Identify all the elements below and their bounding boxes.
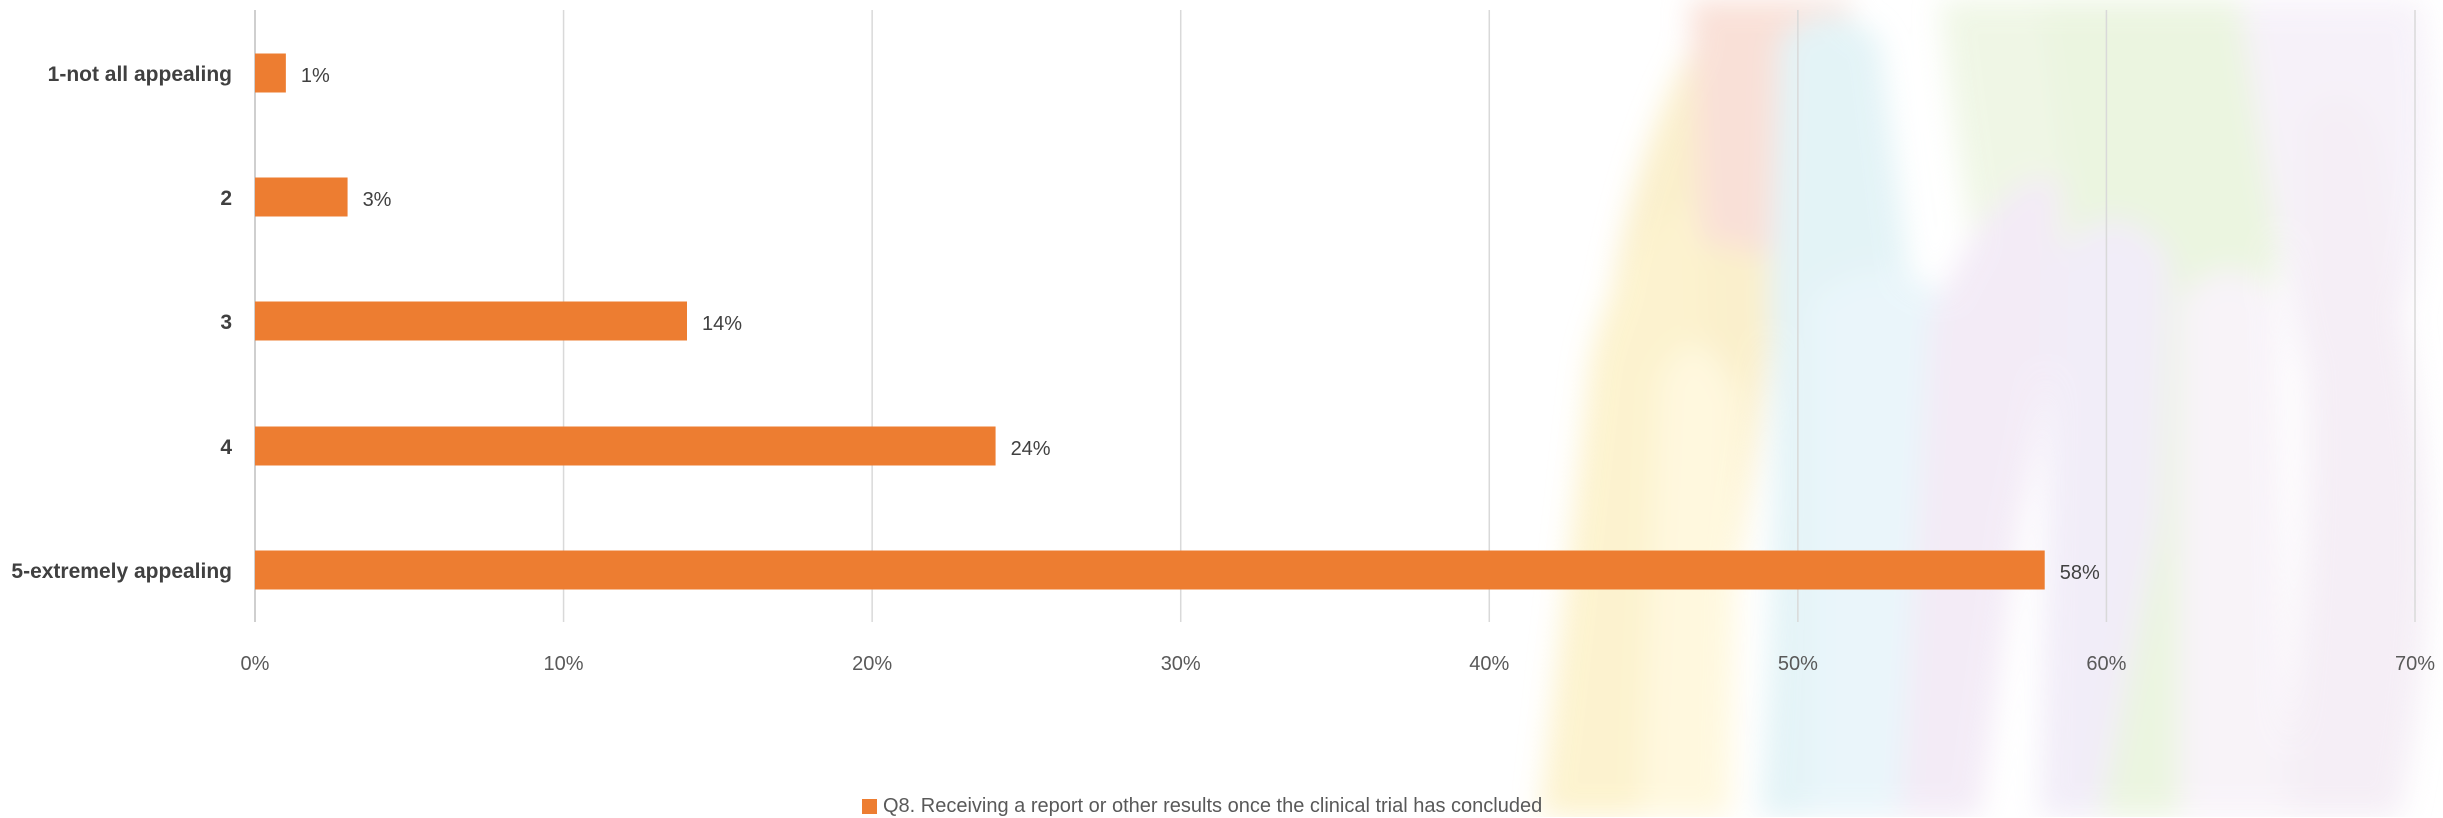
bar [255, 427, 996, 466]
category-label: 3 [220, 311, 232, 334]
category-label: 4 [220, 436, 232, 459]
x-tick-label: 50% [1778, 653, 1818, 675]
bar [255, 178, 348, 217]
bar [255, 54, 286, 93]
legend-swatch [862, 799, 877, 814]
x-tick-label: 20% [852, 653, 892, 675]
legend-label: Q8. Receiving a report or other results … [883, 795, 1542, 818]
x-tick-label: 40% [1469, 653, 1509, 675]
x-tick-label: 70% [2395, 653, 2435, 675]
bars [255, 54, 2045, 590]
x-tick-label: 60% [2086, 653, 2126, 675]
category-label: 2 [220, 187, 232, 210]
x-tick-labels: 0% 10% 20% 30% 40% 50% 60% 70% [241, 653, 2436, 675]
data-label: 14% [702, 313, 742, 335]
x-tick-label: 10% [544, 653, 584, 675]
data-label: 58% [2060, 562, 2100, 584]
x-tick-label: 30% [1161, 653, 1201, 675]
category-label: 5-extremely appealing [11, 560, 232, 583]
data-label: 24% [1011, 438, 1051, 460]
data-label: 1% [301, 65, 330, 87]
legend: Q8. Receiving a report or other results … [862, 795, 1542, 817]
x-tick-label: 0% [241, 653, 270, 675]
gridlines [564, 10, 2415, 622]
category-label: 1-not all appealing [48, 63, 232, 86]
data-label: 3% [363, 189, 392, 211]
bar [255, 302, 687, 341]
bar [255, 551, 2045, 590]
category-labels: 1-not all appealing 2 3 4 5-extremely appeal… [11, 63, 232, 583]
